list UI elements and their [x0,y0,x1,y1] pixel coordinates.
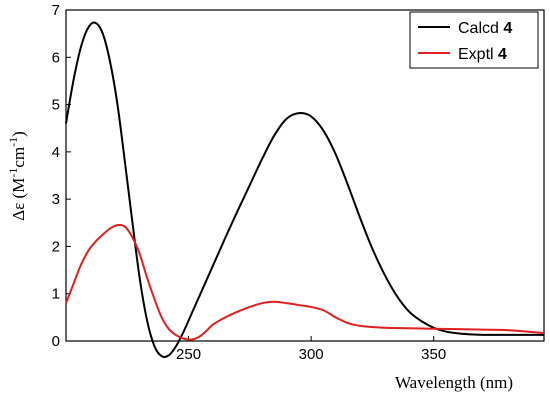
x-tick-label: 300 [299,346,324,363]
x-axis-ticks: 250 300 350 [176,336,446,363]
legend-label-exptl-name: Exptl [458,46,494,63]
y-tick-label: 0 [52,333,60,350]
x-axis-title: Wavelength (nm) [395,373,513,392]
legend-label-calcd: Calcd 4 [458,20,512,37]
legend-label-exptl: Exptl 4 [458,46,507,63]
y-tick-label: 4 [52,144,60,161]
y-axis-ticks: 0 1 2 3 4 5 6 7 [52,2,71,350]
x-tick-label: 250 [176,346,201,363]
legend: Calcd 4 Exptl 4 [409,11,539,69]
y-tick-label: 6 [52,49,60,66]
legend-label-calcd-bold: 4 [503,20,512,37]
y-axis-title-sup2: -1 [6,137,20,147]
legend-label-exptl-bold: 4 [498,46,507,63]
y-tick-label: 7 [52,2,60,19]
y-axis-title-prefix: Δε (M [9,178,28,221]
y-axis-title-mid: cm [9,147,28,168]
y-axis-title: Δε (M-1cm-1) [6,131,28,221]
series-layer [65,21,545,358]
series-line-calcd [65,21,544,358]
y-tick-label: 3 [52,191,60,208]
y-tick-label: 1 [52,286,60,303]
plot-frame [65,9,545,342]
y-tick-label: 5 [52,97,60,114]
y-axis-title-suffix: ) [9,131,28,137]
legend-label-calcd-name: Calcd [458,20,499,37]
y-tick-label: 2 [52,238,60,255]
legend-box [409,11,539,69]
x-tick-label: 350 [421,346,446,363]
series-line-exptl [65,223,545,341]
y-axis-title-sup1: -1 [6,168,20,178]
